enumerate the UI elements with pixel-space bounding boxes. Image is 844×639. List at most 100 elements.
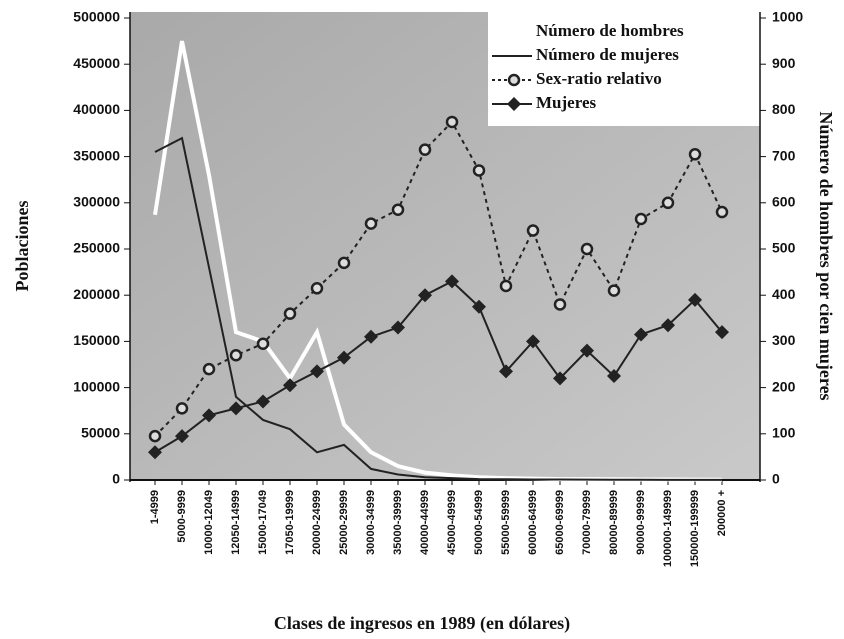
- y2-tick-label: 300: [772, 332, 796, 348]
- point: [364, 217, 378, 230]
- y2-tick-label: 900: [772, 55, 796, 71]
- series-line: [154, 120, 723, 437]
- x-tick-label: 10000-12049: [203, 490, 215, 555]
- y-tick-label: 100000: [73, 378, 120, 394]
- point: [607, 369, 621, 384]
- point: [634, 212, 648, 226]
- x-tick-label: 45000-49999: [446, 490, 458, 555]
- x-tick-label: 200000 +: [716, 490, 728, 536]
- point: [661, 318, 675, 333]
- y-axis-label: Poblaciones: [12, 200, 32, 291]
- point: [256, 337, 270, 350]
- point: [148, 445, 162, 460]
- x-tick-label: 20000-24999: [311, 490, 323, 555]
- point: [337, 256, 351, 270]
- point: [499, 279, 513, 293]
- series-line: [154, 280, 723, 454]
- point: [418, 143, 432, 156]
- y-tick-label: 500000: [73, 9, 120, 25]
- point: [661, 196, 675, 210]
- y-tick-label: 200000: [73, 286, 120, 302]
- point: [472, 299, 486, 314]
- x-tick-label: 30000-34999: [365, 490, 377, 555]
- x-tick-label: 5000-9999: [176, 490, 188, 543]
- point: [283, 378, 297, 393]
- x-tick-label: 150000-199999: [689, 490, 701, 567]
- point: [553, 298, 567, 311]
- x-tick-label: 35000-39999: [392, 490, 404, 555]
- point: [472, 164, 486, 177]
- point: [202, 408, 216, 423]
- x-tick-label: 90000-99999: [635, 490, 647, 555]
- point: [148, 429, 162, 443]
- point: [715, 205, 729, 219]
- point: [607, 284, 621, 297]
- point: [364, 329, 378, 344]
- point: [310, 282, 324, 295]
- point: [688, 148, 702, 161]
- legend-label: Sex-ratio relativo: [536, 69, 662, 88]
- x-tick-label: 60000-64999: [527, 490, 539, 555]
- x-tick-label: 50000-54999: [473, 490, 485, 555]
- y2-tick-label: 1000: [772, 9, 803, 25]
- y-tick-label: 300000: [73, 194, 120, 210]
- y-tick-label: 50000: [81, 425, 120, 441]
- point: [580, 242, 594, 256]
- y-tick-label: 250000: [73, 240, 120, 256]
- point: [337, 350, 351, 365]
- point: [634, 327, 648, 342]
- legend-label: Número de hombres: [536, 21, 684, 40]
- point: [310, 364, 324, 379]
- y2-tick-label: 500: [772, 240, 796, 256]
- x-tick-label: 15000-17049: [257, 490, 269, 555]
- x-tick-label: 80000-89999: [608, 490, 620, 555]
- y2-tick-label: 100: [772, 425, 796, 441]
- y-tick-label: 450000: [73, 55, 120, 71]
- point: [526, 224, 540, 237]
- x-tick-label: 65000-69999: [554, 490, 566, 555]
- x-tick-label: 1-4999: [149, 490, 161, 524]
- series-line: [154, 136, 723, 481]
- y2-tick-label: 0: [772, 471, 780, 487]
- point: [202, 362, 216, 376]
- point: [391, 203, 405, 216]
- x-tick-label: 17050-19999: [284, 490, 296, 555]
- legend-label: Número de mujeres: [536, 45, 679, 64]
- y-tick-label: 150000: [73, 332, 120, 348]
- point: [229, 401, 243, 416]
- y2-axis-label: Número de hombres por cien mujeres: [816, 111, 836, 400]
- point: [507, 73, 521, 87]
- point: [391, 320, 405, 335]
- y-tick-label: 350000: [73, 147, 120, 163]
- point: [553, 371, 567, 386]
- y2-tick-label: 400: [772, 286, 796, 302]
- point: [507, 97, 521, 111]
- y2-tick-label: 800: [772, 101, 796, 117]
- y-tick-label: 0: [112, 471, 120, 487]
- point: [418, 288, 432, 303]
- point: [229, 349, 243, 362]
- point: [175, 402, 189, 415]
- x-axis-label: Clases de ingresos en 1989 (en dólares): [274, 613, 570, 634]
- x-tick-label: 25000-29999: [338, 490, 350, 555]
- y2-tick-label: 600: [772, 194, 796, 210]
- x-tick-label: 100000-149999: [662, 490, 674, 567]
- point: [256, 394, 270, 409]
- point: [688, 292, 702, 307]
- point: [283, 307, 297, 320]
- point: [580, 343, 594, 358]
- point: [445, 115, 459, 129]
- point: [175, 429, 189, 444]
- legend-label: Mujeres: [536, 93, 596, 112]
- point: [526, 334, 540, 349]
- y2-tick-label: 200: [772, 378, 796, 394]
- point: [499, 364, 513, 379]
- point: [715, 325, 729, 340]
- y2-tick-label: 700: [772, 147, 796, 163]
- x-tick-label: 40000-44999: [419, 490, 431, 555]
- legend-box: [488, 8, 760, 126]
- point: [445, 274, 459, 289]
- y-tick-label: 400000: [73, 101, 120, 117]
- x-tick-label: 12050-14999: [230, 490, 242, 555]
